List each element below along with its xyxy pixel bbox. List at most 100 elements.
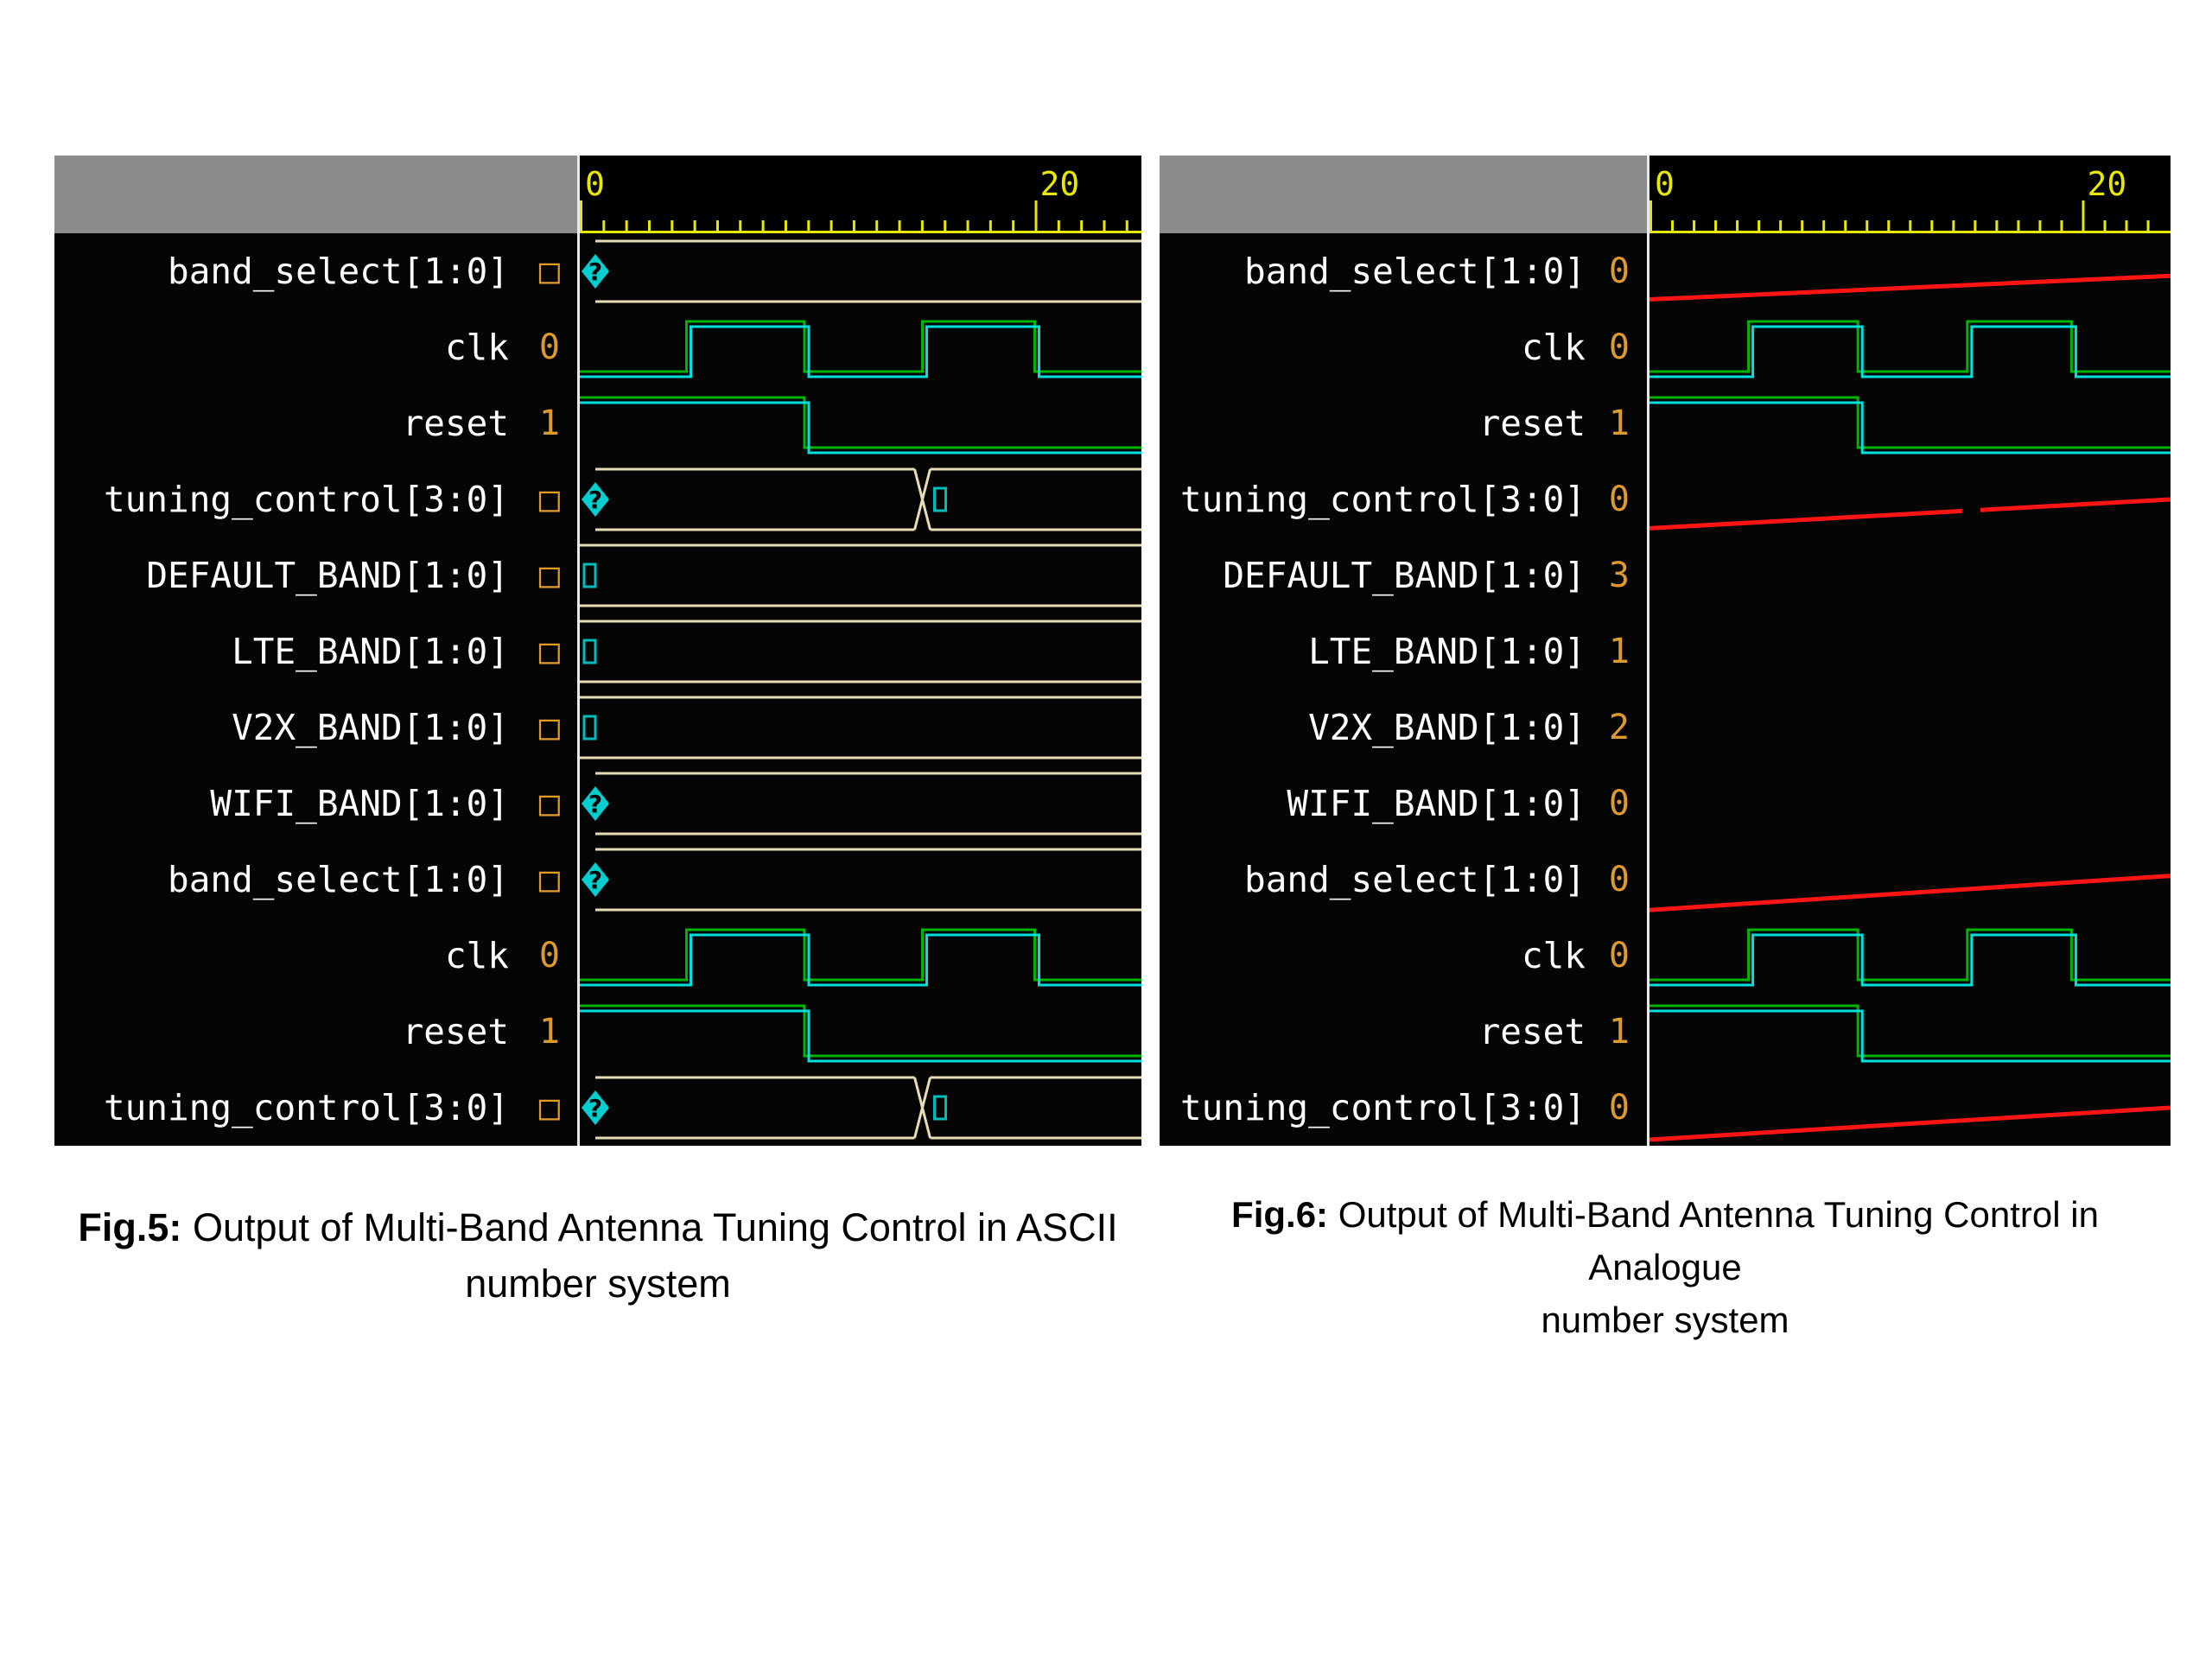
signal-name-label: reset xyxy=(1478,403,1586,444)
signal-name-label: reset xyxy=(1478,1011,1586,1052)
signal-value: 0 xyxy=(1608,936,1630,976)
signal-value-cell: 0 xyxy=(1594,766,1649,842)
signal-value-cell: 0 xyxy=(1594,1070,1649,1146)
signal-row: DEFAULT_BAND[1:0] 3 xyxy=(1160,537,2171,613)
figure-5-caption-line1: Fig.5: Output of Multi-Band Antenna Tuni… xyxy=(54,1199,1141,1255)
signal-value: □ xyxy=(538,708,560,747)
signal-name-cell: reset xyxy=(54,994,518,1070)
signal-row: band_select[1:0] 0 xyxy=(1160,233,2171,309)
signal-value-cell: 0 xyxy=(518,309,580,385)
signal-value-cell: 2 xyxy=(1594,690,1649,766)
figure-5: 0 20 band_select[1:0] □? clk 0 reset 1 tuning_co… xyxy=(54,156,1141,1313)
signal-value: 1 xyxy=(1608,632,1630,671)
signal-waveform xyxy=(1649,766,2171,842)
wave-bus_box xyxy=(580,696,1141,760)
signal-name-cell: band_select[1:0] xyxy=(54,842,518,918)
signal-name-cell: clk xyxy=(1160,918,1594,994)
figure-6-caption-text: Output of Multi-Band Antenna Tuning Cont… xyxy=(1338,1194,2099,1287)
signal-name-label: clk xyxy=(444,935,509,976)
wave-bus_unknown: ? xyxy=(582,772,1141,836)
signal-value-cell: □ xyxy=(518,233,580,309)
waveform-viewer-analogue: 0 20 band_select[1:0] 0 clk 0 reset 1 tuning_con… xyxy=(1160,156,2171,1146)
signal-value: 0 xyxy=(538,936,560,976)
signal-name-cell: WIFI_BAND[1:0] xyxy=(54,766,518,842)
signal-waveform: ? xyxy=(580,766,1141,842)
signal-name-label: band_select[1:0] xyxy=(1244,251,1586,292)
signal-value-cell: 1 xyxy=(1594,994,1649,1070)
signal-waveform xyxy=(1649,461,2171,537)
signal-waveform xyxy=(1649,1070,2171,1146)
signal-name-label: WIFI_BAND[1:0] xyxy=(1287,783,1586,824)
signal-name-label: band_select[1:0] xyxy=(168,251,509,292)
wave-empty xyxy=(1649,766,2171,842)
signal-waveform xyxy=(1649,842,2171,918)
signal-waveform xyxy=(1649,918,2171,994)
figure-5-caption-label: Fig.5: xyxy=(78,1205,182,1249)
signal-name-label: band_select[1:0] xyxy=(168,859,509,900)
signal-value: 3 xyxy=(1608,556,1630,595)
timeline-ruler: 0 20 xyxy=(1649,156,2171,233)
wave-clock xyxy=(1649,928,2171,987)
signal-value-cell: 0 xyxy=(1594,233,1649,309)
signal-value-cell: 0 xyxy=(1594,461,1649,537)
signal-value: □ xyxy=(538,632,560,671)
wave-reset xyxy=(580,396,1141,454)
signal-value: 2 xyxy=(1608,708,1630,747)
signal-value: 0 xyxy=(1608,251,1630,291)
signal-row: LTE_BAND[1:0] 1 xyxy=(1160,613,2171,690)
signal-waveform xyxy=(580,309,1141,385)
wave-reset xyxy=(580,1004,1141,1063)
signal-name-label: DEFAULT_BAND[1:0] xyxy=(1223,555,1586,596)
signal-value-cell: □ xyxy=(518,842,580,918)
signal-name-label: tuning_control[3:0] xyxy=(104,1087,509,1128)
timeline-ruler-svg: 0 20 xyxy=(1649,165,2171,233)
signal-value: 0 xyxy=(1608,327,1630,367)
signal-name-label: V2X_BAND[1:0] xyxy=(1308,707,1586,748)
signal-name-label: band_select[1:0] xyxy=(1244,859,1586,900)
wave-clock xyxy=(580,928,1141,987)
signal-value: □ xyxy=(538,784,560,823)
signal-name-cell: LTE_BAND[1:0] xyxy=(54,613,518,690)
timeline-header: 0 20 xyxy=(54,156,1141,233)
signal-row: V2X_BAND[1:0] 2 xyxy=(1160,690,2171,766)
signal-name-label: clk xyxy=(1521,327,1586,368)
signal-name-cell: clk xyxy=(54,918,518,994)
signal-waveform xyxy=(580,918,1141,994)
signal-name-cell: reset xyxy=(1160,385,1594,461)
signal-row: reset 1 xyxy=(54,385,1141,461)
signal-waveform xyxy=(1649,613,2171,690)
signal-name-cell: DEFAULT_BAND[1:0] xyxy=(54,537,518,613)
signal-name-label: clk xyxy=(1521,935,1586,976)
signal-waveform xyxy=(1649,690,2171,766)
signal-name-cell: reset xyxy=(1160,994,1594,1070)
signal-row: WIFI_BAND[1:0] □? xyxy=(54,766,1141,842)
signal-waveform xyxy=(1649,385,2171,461)
signal-name-cell: V2X_BAND[1:0] xyxy=(54,690,518,766)
signal-waveform xyxy=(580,385,1141,461)
signal-value-cell: 0 xyxy=(1594,309,1649,385)
unknown-value-glyph: ? xyxy=(588,486,602,514)
signal-row: clk 0 xyxy=(1160,918,2171,994)
signal-row: band_select[1:0] □? xyxy=(54,233,1141,309)
signal-name-label: clk xyxy=(444,327,509,368)
time-label-start: 0 xyxy=(1655,165,1675,203)
signal-name-cell: tuning_control[3:0] xyxy=(1160,1070,1594,1146)
figure-6: 0 20 band_select[1:0] 0 clk 0 reset 1 tuning_con… xyxy=(1160,156,2171,1347)
wave-analog xyxy=(1649,1105,2171,1142)
wave-bus_trans: ? xyxy=(582,467,1141,531)
signal-value: □ xyxy=(538,860,560,899)
signal-row: band_select[1:0] 0 xyxy=(1160,842,2171,918)
signal-row: LTE_BAND[1:0] □ xyxy=(54,613,1141,690)
signal-row: V2X_BAND[1:0] □ xyxy=(54,690,1141,766)
signal-waveform: ? xyxy=(580,461,1141,537)
signal-row: WIFI_BAND[1:0] 0 xyxy=(1160,766,2171,842)
signal-name-cell: WIFI_BAND[1:0] xyxy=(1160,766,1594,842)
signal-value-cell: 0 xyxy=(1594,918,1649,994)
signal-value-cell: □ xyxy=(518,537,580,613)
time-label-end: 20 xyxy=(1040,165,1080,203)
signal-name-cell: clk xyxy=(1160,309,1594,385)
signal-value: □ xyxy=(538,480,560,519)
signal-row: clk 0 xyxy=(54,918,1141,994)
time-label-start: 0 xyxy=(585,165,605,203)
